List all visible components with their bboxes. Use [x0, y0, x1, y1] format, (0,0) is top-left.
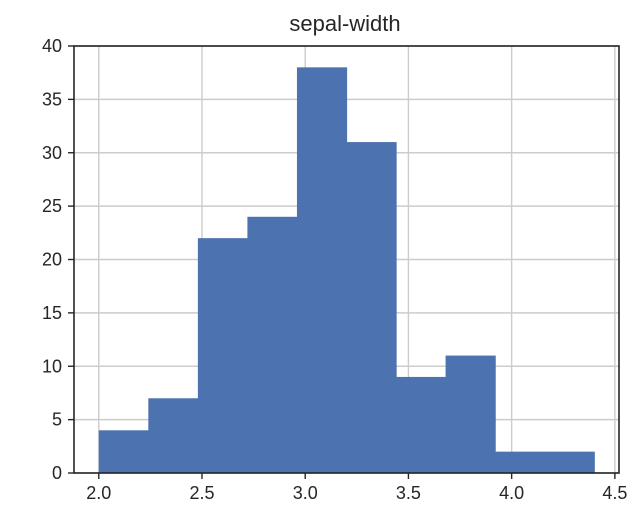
x-tick-label: 4.0	[499, 483, 524, 503]
y-tick-label: 0	[52, 463, 62, 483]
y-tick-label: 5	[52, 410, 62, 430]
histogram-bar	[296, 67, 348, 473]
histogram-bar	[445, 355, 496, 473]
y-tick-label: 35	[42, 89, 62, 109]
y-axis-ticks: 0 5 10 15 20 25 30 35 40	[42, 36, 74, 483]
histogram-bar	[396, 376, 447, 473]
histogram-bar	[544, 451, 595, 473]
x-tick-label: 3.0	[293, 483, 318, 503]
histogram-bar	[346, 142, 397, 473]
y-tick-label: 25	[42, 196, 62, 216]
x-tick-label: 2.0	[86, 483, 111, 503]
x-tick-label: 2.5	[189, 483, 214, 503]
bars-layer	[98, 67, 595, 474]
y-tick-label: 40	[42, 36, 62, 56]
y-tick-label: 10	[42, 356, 62, 376]
chart-title: sepal-width	[289, 11, 400, 36]
y-tick-label: 30	[42, 143, 62, 163]
histogram-bar	[148, 398, 199, 473]
x-tick-label: 4.5	[602, 483, 627, 503]
histogram-bar	[197, 238, 249, 473]
x-axis-ticks: 2.0 2.5 3.0 3.5 4.0 4.5	[86, 473, 627, 503]
histogram-bar	[247, 216, 298, 474]
histogram-bar	[495, 451, 546, 473]
y-tick-label: 20	[42, 250, 62, 270]
histogram-bar	[98, 430, 149, 473]
y-tick-label: 15	[42, 303, 62, 323]
x-tick-label: 3.5	[396, 483, 421, 503]
